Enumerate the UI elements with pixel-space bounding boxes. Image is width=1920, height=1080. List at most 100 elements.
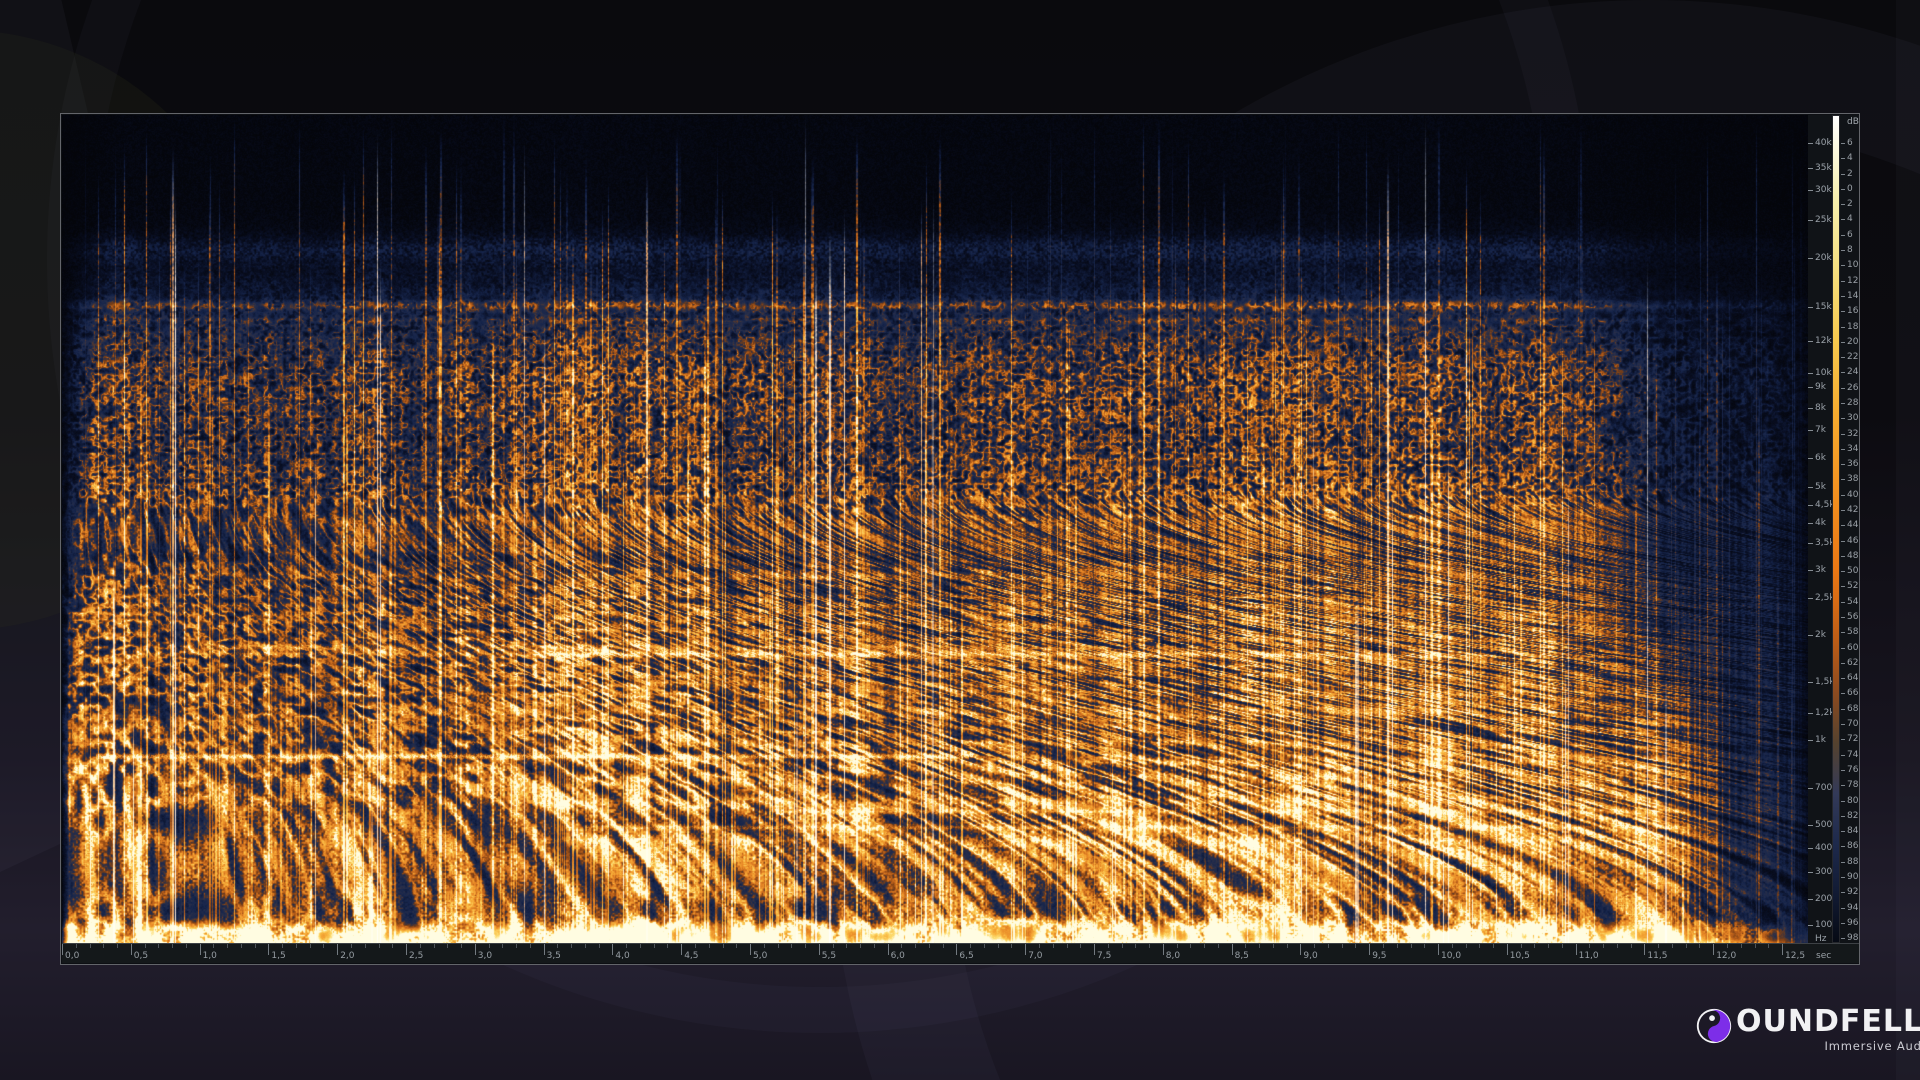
db-tick-label: 14	[1847, 290, 1859, 301]
time-major-tick	[62, 944, 63, 955]
frequency-tick-label: 7k	[1815, 425, 1826, 435]
time-tick-label: 5,0	[753, 951, 768, 961]
db-tick	[1841, 448, 1845, 450]
db-tick	[1841, 907, 1845, 909]
time-tick-label: 1,5	[271, 951, 286, 961]
time-major-tick	[612, 944, 614, 955]
time-tick-label: 6,5	[959, 951, 974, 961]
db-tick	[1841, 800, 1845, 802]
db-tick-label: 2	[1847, 168, 1853, 179]
time-minor-tick	[1658, 944, 1660, 948]
time-minor-tick	[227, 944, 229, 948]
db-tick	[1841, 234, 1845, 236]
db-tick	[1841, 785, 1845, 787]
db-tick-label: 18	[1847, 321, 1859, 332]
spectrogram-canvas[interactable]	[62, 115, 1808, 943]
db-tick-label: 20	[1847, 336, 1859, 347]
time-minor-tick	[832, 944, 834, 948]
db-tick-label: 94	[1847, 902, 1859, 913]
time-minor-tick	[805, 944, 806, 948]
db-tick-label: 98	[1847, 933, 1859, 944]
db-tick	[1841, 143, 1845, 144]
frequency-tick	[1808, 825, 1813, 826]
db-tick	[1841, 158, 1845, 160]
time-minor-tick	[144, 944, 146, 948]
frequency-tick	[1808, 373, 1813, 374]
time-minor-tick	[1135, 944, 1137, 948]
frequency-tick	[1808, 220, 1813, 221]
time-minor-tick	[75, 944, 77, 948]
time-minor-tick	[1740, 944, 1742, 948]
time-minor-tick	[213, 944, 215, 948]
time-major-tick	[337, 944, 339, 955]
frequency-tick	[1808, 458, 1813, 459]
time-minor-tick	[1327, 944, 1329, 948]
time-minor-tick	[1603, 944, 1605, 948]
db-tick-label: 48	[1847, 550, 1859, 561]
frequency-tick	[1808, 543, 1813, 544]
db-tick	[1841, 188, 1845, 190]
frequency-axis-unit: Hz	[1815, 934, 1827, 944]
db-tick	[1841, 617, 1845, 618]
time-minor-tick	[736, 944, 738, 948]
frequency-tick	[1808, 848, 1813, 849]
soundfellas-s-icon	[1696, 1008, 1732, 1044]
db-tick	[1841, 510, 1845, 511]
db-tick-label: 80	[1847, 795, 1859, 806]
db-tick-label: 66	[1847, 688, 1859, 699]
db-tick	[1841, 219, 1845, 221]
frequency-tick-label: 35k	[1815, 163, 1832, 173]
time-minor-tick	[1383, 944, 1384, 948]
db-tick-label: 22	[1847, 352, 1859, 363]
time-minor-tick	[901, 944, 903, 948]
db-tick-label: 34	[1847, 443, 1859, 454]
db-tick	[1841, 525, 1845, 527]
db-tick	[1841, 846, 1845, 848]
db-tick	[1841, 540, 1845, 542]
db-tick-label: 28	[1847, 397, 1859, 408]
frequency-tick	[1808, 341, 1813, 342]
db-tick	[1841, 693, 1845, 695]
frequency-tick	[1808, 408, 1813, 409]
db-tick	[1841, 173, 1845, 175]
db-tick	[1841, 372, 1845, 374]
time-major-tick	[474, 944, 476, 955]
db-tick-label: 92	[1847, 887, 1859, 898]
time-tick-label: 3,5	[546, 951, 561, 961]
time-minor-tick	[791, 944, 793, 948]
time-minor-tick	[1410, 944, 1412, 948]
frequency-tick	[1808, 387, 1813, 388]
frequency-tick	[1808, 505, 1813, 506]
time-minor-tick	[1080, 944, 1082, 948]
time-minor-tick	[488, 944, 490, 948]
db-tick	[1841, 754, 1845, 756]
time-minor-tick	[1245, 944, 1247, 948]
time-minor-tick	[1727, 944, 1728, 948]
frequency-tick-label: 15k	[1815, 302, 1832, 312]
db-tick	[1841, 647, 1845, 649]
db-tick	[1841, 876, 1845, 878]
db-tick-label: 60	[1847, 642, 1859, 653]
time-major-tick	[1438, 944, 1439, 955]
db-tick-label: 46	[1847, 535, 1859, 546]
db-tick-label: 54	[1847, 596, 1859, 607]
db-tick-label: 56	[1847, 612, 1859, 622]
time-minor-tick	[378, 944, 380, 948]
db-tick	[1841, 708, 1845, 710]
db-tick	[1841, 464, 1845, 466]
frequency-tick	[1808, 487, 1813, 488]
db-tick-label: 96	[1847, 917, 1859, 928]
time-axis-unit: sec	[1816, 951, 1832, 961]
time-minor-tick	[942, 944, 944, 948]
time-minor-tick	[433, 944, 435, 948]
db-tick-label: 86	[1847, 841, 1859, 852]
time-tick-label: 10,0	[1441, 951, 1462, 961]
frequency-tick	[1808, 523, 1813, 524]
time-minor-tick	[1561, 944, 1563, 948]
time-minor-tick	[1341, 944, 1343, 948]
time-tick-label: 9,5	[1372, 951, 1387, 961]
time-minor-tick	[1520, 944, 1522, 948]
time-tick-label: 11,5	[1647, 951, 1668, 961]
time-minor-tick	[103, 944, 105, 948]
